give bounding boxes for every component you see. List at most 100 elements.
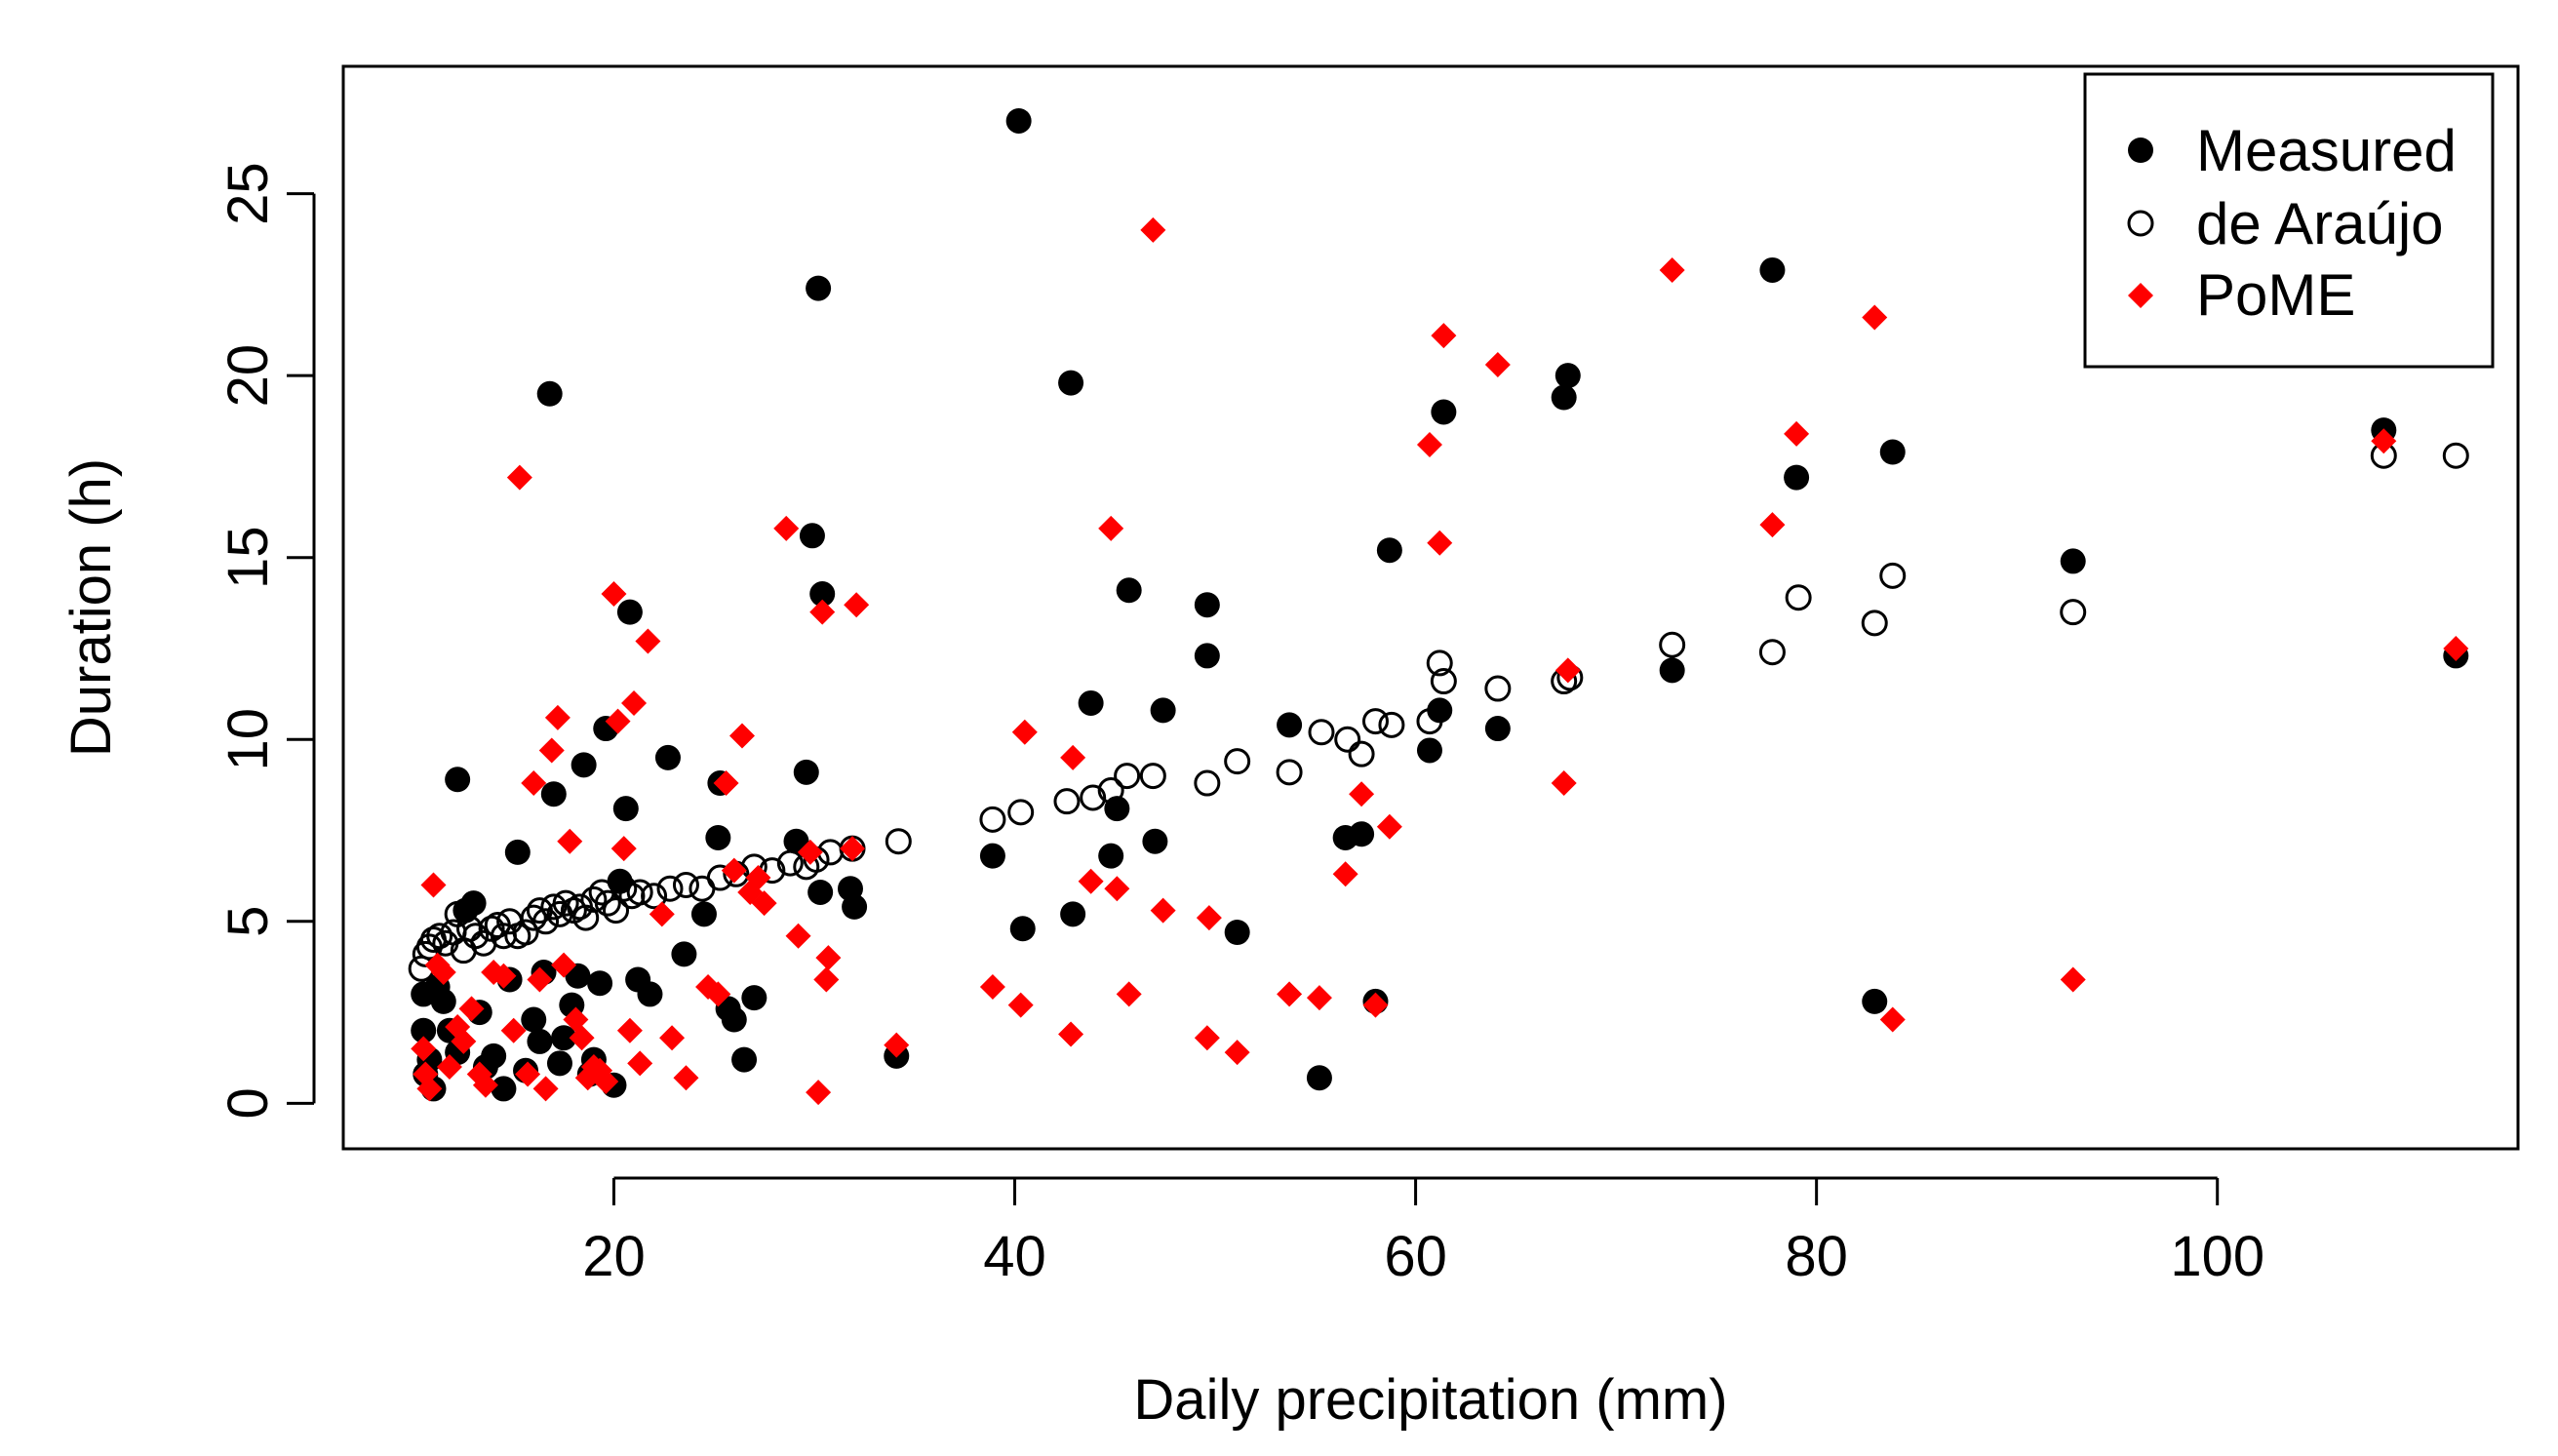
measured-point — [671, 941, 697, 967]
pome-point — [1362, 992, 1389, 1018]
pome-point — [430, 960, 456, 986]
pome-point — [557, 828, 583, 854]
pome-point — [1349, 781, 1375, 807]
measured-point — [527, 1028, 553, 1054]
measured-point — [979, 843, 1005, 869]
pome-point — [411, 1036, 437, 1062]
de-araujo-point — [594, 889, 621, 917]
measured-point — [1759, 256, 1786, 283]
pome-point — [551, 952, 577, 978]
measured-point — [521, 1006, 547, 1033]
y-axis-title: Duration (h) — [59, 458, 123, 757]
pome-point — [813, 966, 840, 993]
measured-point — [1194, 592, 1220, 618]
y-tick-label: 15 — [216, 526, 280, 589]
pome-point — [544, 704, 571, 730]
measured-point — [491, 1076, 517, 1102]
de-araujo-point — [979, 806, 1006, 833]
x-tick-label: 100 — [2170, 1225, 2264, 1288]
pome-point — [627, 1050, 653, 1077]
measured-point — [551, 1025, 577, 1051]
legend: Measured de Araújo PoME — [2083, 72, 2495, 369]
pome-point — [472, 1072, 498, 1098]
pome-point — [1007, 992, 1034, 1018]
pome-point — [593, 1068, 619, 1094]
pome-point — [815, 945, 842, 971]
axes: 20 40 60 80 100 0 5 10 15 20 25 — [216, 162, 2264, 1288]
measured-point — [504, 839, 531, 865]
measured-point — [1116, 577, 1142, 604]
measured-point — [546, 1050, 572, 1077]
pome-point — [532, 1076, 559, 1102]
pome-point — [979, 973, 1005, 1000]
pome-point — [695, 973, 722, 1000]
measured-point — [536, 380, 563, 407]
measured-point — [616, 599, 643, 625]
legend-marker-pome — [2128, 283, 2153, 308]
de-araujo-point — [552, 889, 579, 917]
legend-label-pome: PoME — [2196, 262, 2355, 328]
de-araujo-point — [1348, 740, 1375, 767]
pome-point — [785, 923, 811, 949]
pome-point — [806, 1080, 832, 1106]
x-tick-label: 20 — [582, 1225, 646, 1288]
y-tick-label: 10 — [216, 708, 280, 771]
measured-point — [1306, 1065, 1332, 1091]
pome-point — [458, 996, 485, 1022]
pome-point — [773, 515, 800, 541]
pome-point — [721, 857, 747, 884]
measured-point — [806, 275, 832, 301]
pome-point — [1659, 256, 1685, 283]
de-araujo-point — [1659, 631, 1686, 658]
pome-point — [1277, 981, 1303, 1007]
pome-point — [745, 865, 771, 891]
measured-point — [809, 581, 836, 608]
measured-point — [1104, 796, 1130, 822]
data-points — [408, 107, 2469, 1106]
pome-point — [451, 1028, 477, 1054]
measured-point — [1659, 657, 1685, 684]
pome-point — [527, 966, 553, 993]
de-araujo-point — [1276, 759, 1303, 786]
measured-point — [587, 970, 613, 997]
measured-point — [1150, 697, 1176, 724]
measured-point — [1554, 363, 1581, 389]
measured-point — [1058, 370, 1084, 396]
pome-point — [500, 1017, 527, 1043]
pome-point — [729, 723, 756, 749]
pome-point — [705, 981, 731, 1007]
pome-point — [1306, 985, 1332, 1011]
measured-point — [705, 824, 731, 850]
pome-point — [649, 901, 675, 927]
pome-point — [610, 836, 637, 862]
measured-point — [842, 893, 868, 920]
measured-point — [799, 523, 825, 549]
measured-point — [1551, 384, 1577, 411]
pome-point — [844, 592, 870, 618]
measured-point — [1879, 439, 1906, 465]
pome-point — [1060, 744, 1086, 770]
pome-point — [506, 464, 532, 491]
pome-point — [416, 1076, 443, 1102]
measured-point — [731, 1046, 758, 1073]
x-tick-label: 60 — [1384, 1225, 1447, 1288]
de-araujo-point — [2442, 442, 2469, 469]
measured-point — [1427, 697, 1453, 724]
measured-point — [481, 1043, 507, 1069]
de-araujo-point — [1378, 711, 1405, 738]
pome-point — [884, 1032, 910, 1058]
pome-point — [621, 689, 648, 716]
pome-point — [1551, 770, 1577, 797]
pome-point — [840, 836, 866, 862]
pome-point — [1140, 216, 1166, 243]
pome-point — [1150, 897, 1176, 924]
pome-point — [601, 581, 627, 608]
measured-point — [1862, 988, 1888, 1014]
pome-point — [1011, 719, 1038, 745]
de-araujo-point — [1080, 784, 1107, 811]
pome-point — [1104, 876, 1130, 902]
pome-point — [436, 1054, 462, 1081]
measured-point — [1005, 107, 1032, 134]
pome-point — [1078, 868, 1104, 894]
measured-point — [2060, 548, 2086, 574]
